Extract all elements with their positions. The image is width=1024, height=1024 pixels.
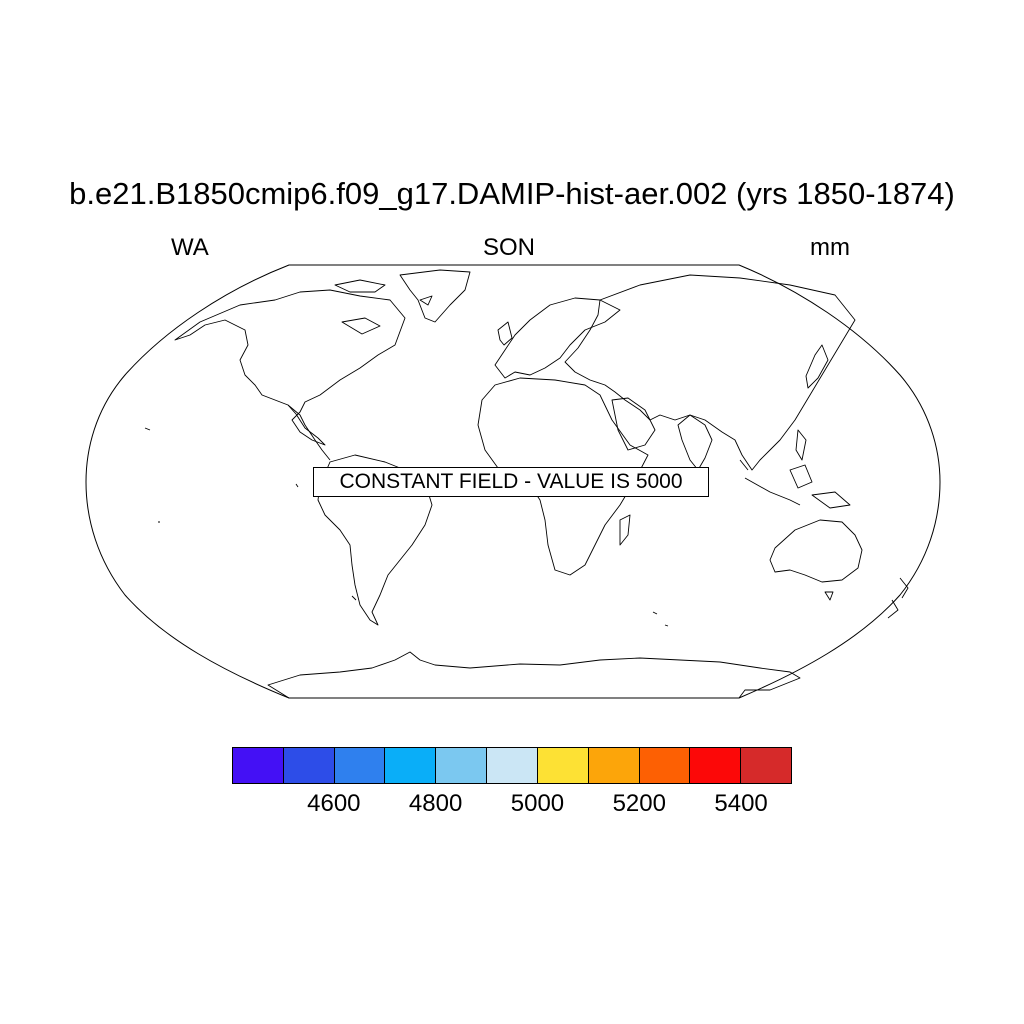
coast-arctic-islands (334, 279, 433, 335)
coast-madagascar (619, 514, 631, 546)
coast-north-america (174, 289, 406, 446)
colorbar-tick-label: 5000 (510, 790, 565, 817)
coast-new-zealand (887, 577, 909, 619)
colorbar-box (385, 748, 437, 783)
coast-uk (497, 321, 513, 346)
colorbar-box (537, 748, 589, 783)
coast-philippines (795, 429, 807, 461)
coast-japan (805, 344, 829, 389)
coast-tasmania (824, 591, 834, 601)
season-label: SON (483, 234, 536, 261)
colorbar-box (741, 748, 791, 783)
coast-asia (564, 274, 856, 471)
coast-central-america (287, 404, 331, 461)
coast-arabia (611, 397, 656, 451)
colorbar-box (690, 748, 742, 783)
units-label: mm (810, 234, 850, 261)
colorbar (232, 747, 792, 784)
coast-small-islands (144, 427, 669, 627)
colorbar-tick-label: 5400 (714, 790, 768, 817)
colorbar-tick-label: 4800 (408, 790, 463, 817)
colorbar-box (436, 748, 488, 783)
colorbar-box (588, 748, 640, 783)
colorbar-box (334, 748, 386, 783)
colorbar-tick-label: 4600 (307, 790, 361, 817)
colorbar-box (639, 748, 691, 783)
colorbar-box (233, 748, 284, 783)
colorbar-box (487, 748, 538, 783)
coast-antarctica (267, 651, 801, 699)
constant-field-notice: CONSTANT FIELD - VALUE IS 5000 (313, 467, 709, 497)
colorbar-box (283, 748, 335, 783)
coast-europe (494, 297, 621, 379)
coast-greenland (399, 269, 471, 323)
variable-label: WA (171, 234, 209, 261)
coast-indonesia (739, 459, 851, 509)
coast-australia (769, 519, 863, 583)
plot-title: b.e21.B1850cmip6.f09_g17.DAMIP-hist-aer.… (69, 176, 955, 211)
colorbar-tick-label: 5200 (612, 790, 666, 817)
